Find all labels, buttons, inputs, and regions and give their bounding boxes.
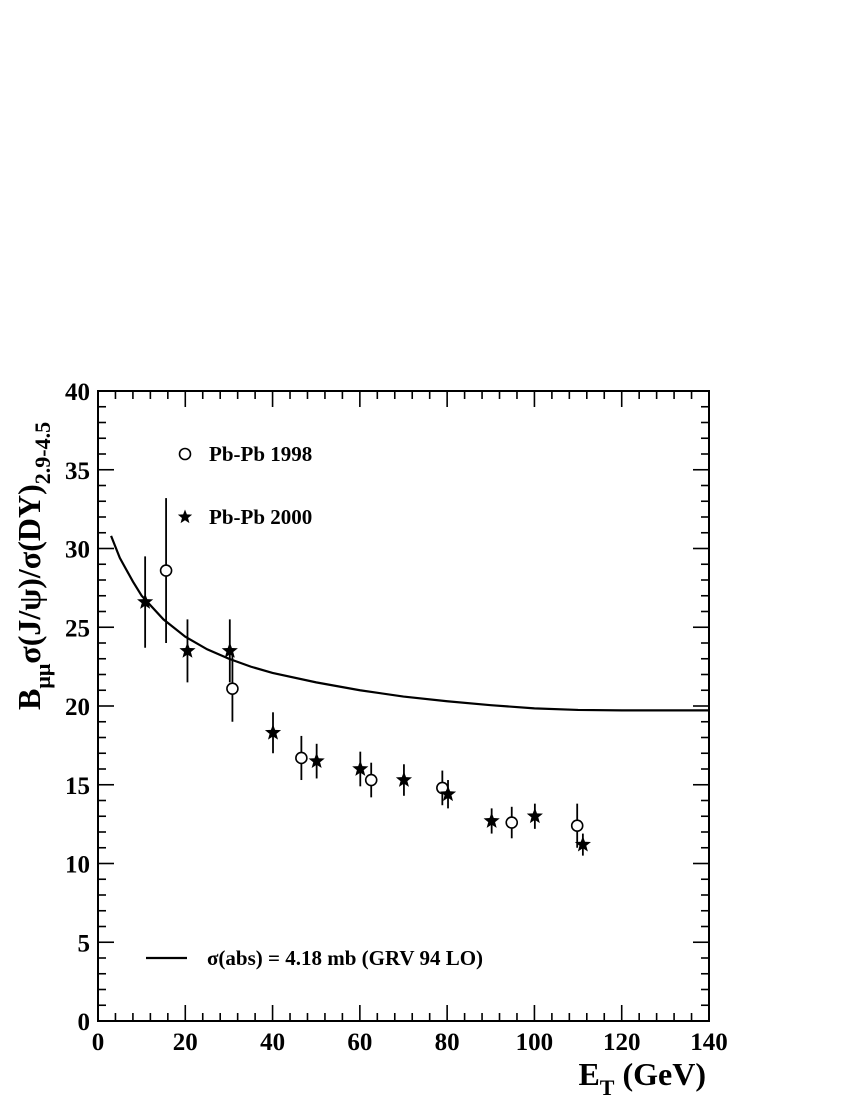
axis-ticks <box>97 390 710 1022</box>
y-axis-title-part1: B <box>11 689 47 710</box>
y-tick-label: 0 <box>78 1009 91 1036</box>
y-tick-label: 30 <box>65 537 90 564</box>
legend-marker-2000 <box>177 509 193 524</box>
x-tick-label: 80 <box>435 1029 460 1056</box>
data-point-2000 <box>264 724 282 740</box>
data-point-1998 <box>295 751 308 765</box>
y-tick-label: 25 <box>65 615 90 642</box>
legend-label-curve: σ(abs) = 4.18 mb (GRV 94 LO) <box>207 946 483 970</box>
x-tick-label: 60 <box>347 1029 372 1056</box>
x-axis-title: ET (GeV) <box>578 1056 706 1100</box>
data-point-2000 <box>483 812 500 828</box>
data-point-1998 <box>505 816 519 829</box>
x-axis-title-rest: (GeV) <box>614 1056 706 1092</box>
data-point-2000 <box>395 771 413 787</box>
data-point-2000 <box>526 807 543 824</box>
model-curve <box>110 535 709 712</box>
model-curve-layer <box>110 535 709 712</box>
x-tick-label: 0 <box>92 1029 105 1056</box>
y-tick-label: 40 <box>65 379 90 406</box>
legend-label-1998: Pb-Pb 1998 <box>209 442 312 466</box>
data-point-2000 <box>574 836 591 852</box>
data-point-2000 <box>221 642 238 658</box>
legend-marker-1998 <box>178 447 192 461</box>
x-axis-title-main: E <box>578 1056 599 1092</box>
y-tick-label: 20 <box>65 694 90 721</box>
x-axis-title-sub: T <box>600 1075 615 1100</box>
data-point-2000 <box>137 593 154 609</box>
x-tick-label: 140 <box>690 1029 728 1056</box>
y-axis-title-sub2: 2.9-4.5 <box>30 422 55 484</box>
y-tick-label: 35 <box>65 458 90 485</box>
x-tick-label: 20 <box>173 1029 198 1056</box>
y-tick-label: 10 <box>65 852 90 879</box>
data-point-2000 <box>179 642 196 658</box>
y-tick-label: 5 <box>78 930 91 957</box>
y-axis-title-sub1: μμ <box>30 663 55 688</box>
plot-frame <box>97 390 710 1022</box>
x-tick-label: 40 <box>260 1029 285 1056</box>
data-point-2000 <box>352 760 369 776</box>
x-tick-label: 100 <box>516 1029 554 1056</box>
data-point-1998 <box>159 564 173 577</box>
legend: Pb-Pb 1998 Pb-Pb 2000 σ(abs) = 4.18 mb (GR… <box>146 442 483 970</box>
data-points-layer <box>137 498 591 856</box>
x-tick-label: 120 <box>603 1029 641 1056</box>
data-point-1998 <box>226 682 239 695</box>
tick-labels: 0 20 40 60 80 100 120 140 0 5 10 15 20 25 30 35 40 <box>65 379 728 1056</box>
legend-label-2000: Pb-Pb 2000 <box>209 505 312 529</box>
data-point-1998 <box>364 773 378 787</box>
y-axis-title-part2: σ(J/ψ)/σ(DY) <box>11 484 47 663</box>
y-axis-title: Bμμσ(J/ψ)/σ(DY)2.9-4.5 <box>11 422 55 710</box>
y-tick-label: 15 <box>65 773 90 800</box>
data-point-1998 <box>570 819 584 833</box>
data-point-2000 <box>308 752 325 768</box>
data-point-2000 <box>439 785 457 802</box>
